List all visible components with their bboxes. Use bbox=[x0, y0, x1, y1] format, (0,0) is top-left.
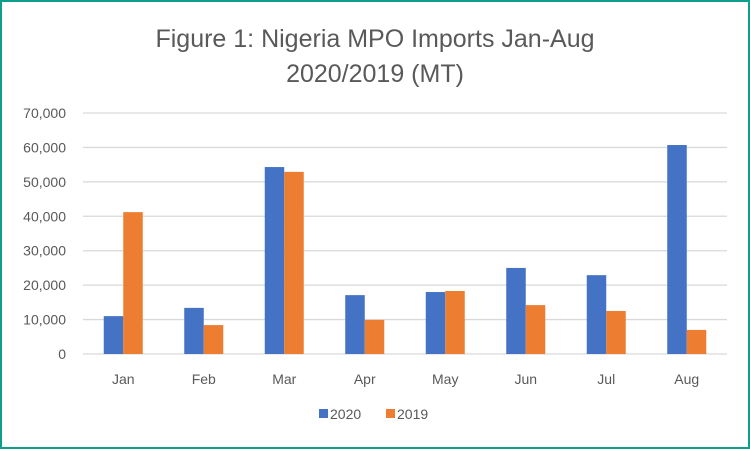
x-tick-label: Apr bbox=[354, 371, 376, 387]
bar-2020-apr bbox=[345, 295, 365, 354]
bar-2020-jul bbox=[586, 275, 607, 354]
y-tick-label: 30,000 bbox=[23, 243, 66, 259]
bar-2020-may bbox=[425, 292, 446, 354]
y-axis-tick-labels: 0 10,000 20,000 30,000 40,000 50,000 60,000 70,… bbox=[23, 105, 66, 362]
chart-title-line-1: Figure 1: Nigeria MPO Imports Jan-Aug bbox=[155, 25, 595, 53]
bar-2019-jun bbox=[525, 305, 546, 354]
legend: 2020 2019 bbox=[319, 406, 428, 422]
y-tick-label: 20,000 bbox=[23, 277, 66, 293]
bar-2019-aug bbox=[686, 329, 707, 354]
y-tick-label: 0 bbox=[58, 346, 66, 362]
bar-2020-jun bbox=[506, 267, 526, 354]
bar-2019-jan bbox=[123, 212, 143, 354]
gridlines bbox=[83, 112, 727, 355]
y-tick-label: 40,000 bbox=[23, 208, 66, 224]
legend-label-2020: 2020 bbox=[330, 406, 361, 422]
x-tick-label: May bbox=[432, 371, 458, 387]
legend-label-2019: 2019 bbox=[397, 406, 428, 422]
bars bbox=[103, 145, 707, 354]
x-tick-label: Feb bbox=[192, 371, 216, 387]
x-tick-label: Aug bbox=[674, 371, 699, 387]
bar-2020-jan bbox=[103, 316, 124, 354]
y-tick-label: 70,000 bbox=[23, 105, 66, 121]
bar-2020-aug bbox=[667, 145, 687, 354]
bar-2020-mar bbox=[264, 167, 285, 354]
bar-2019-apr bbox=[364, 319, 385, 354]
bar-2019-may bbox=[445, 290, 465, 354]
legend-swatch-2020 bbox=[319, 409, 328, 418]
x-tick-label: Jan bbox=[112, 371, 135, 387]
y-tick-label: 60,000 bbox=[23, 139, 66, 155]
chart-title-line-2: 2020/2019 (MT) bbox=[286, 60, 464, 88]
bar-2020-feb bbox=[184, 307, 204, 354]
x-axis-tick-labels: Jan Feb Mar Apr May Jun Jul Aug bbox=[112, 371, 699, 387]
bar-2019-jul bbox=[606, 310, 626, 354]
bar-2019-feb bbox=[203, 325, 224, 354]
x-tick-label: Jun bbox=[514, 371, 537, 387]
x-tick-label: Jul bbox=[597, 371, 615, 387]
bar-2019-mar bbox=[284, 171, 304, 354]
legend-swatch-2019 bbox=[386, 409, 395, 418]
y-tick-label: 10,000 bbox=[23, 312, 66, 328]
y-tick-label: 50,000 bbox=[23, 174, 66, 190]
x-tick-label: Mar bbox=[272, 371, 296, 387]
